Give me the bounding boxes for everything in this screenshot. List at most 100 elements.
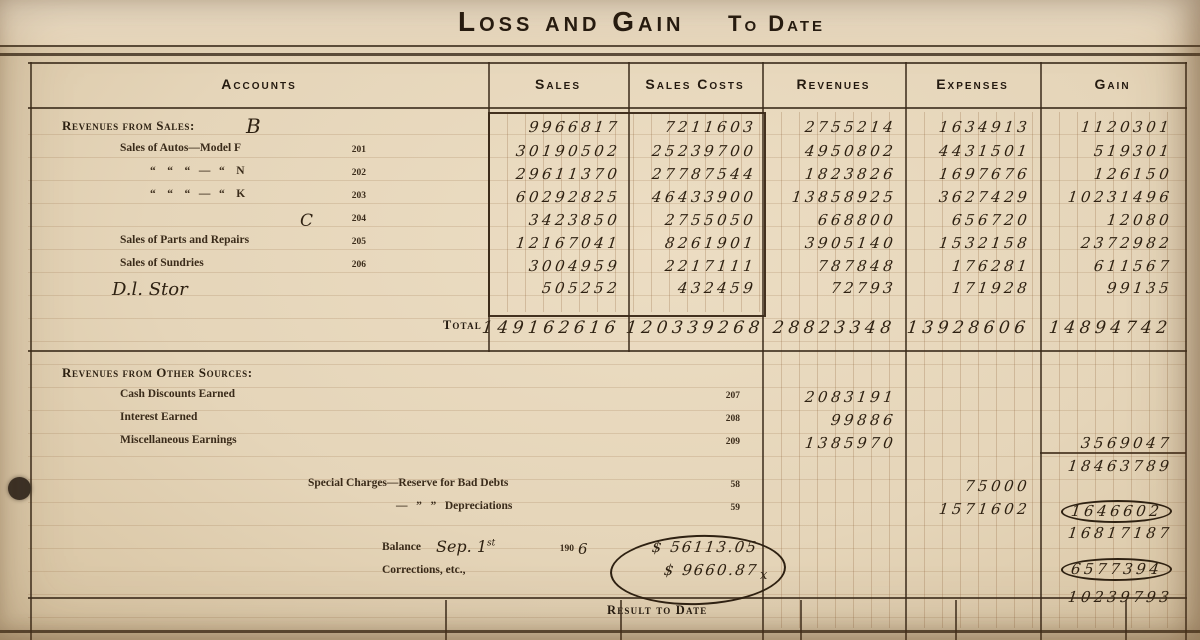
handwritten-value: 2755050 xyxy=(663,211,758,229)
cell-revenues: 28823348 xyxy=(760,318,897,338)
handwritten-value: 1571602 xyxy=(937,500,1032,518)
column-header-expenses: Expenses xyxy=(936,76,1009,92)
page-subtitle: To Date xyxy=(728,11,825,36)
handwritten-value: 1697676 xyxy=(937,165,1032,183)
handwritten-value: 13928606 xyxy=(906,318,1032,338)
cell-expenses: 3627429 xyxy=(902,188,1032,207)
row-label: Miscellaneous Earnings xyxy=(120,434,237,446)
cell-gain: 1120301 xyxy=(1038,118,1174,137)
handwritten-value: 3569047 xyxy=(1079,434,1174,452)
cell-costs: 27787544 xyxy=(626,165,758,184)
handwritten-value: 3423850 xyxy=(527,211,622,229)
handwritten-value: 3905140 xyxy=(803,234,898,252)
handwritten-value: 18463789 xyxy=(1066,457,1174,475)
handwritten-value: 60292825 xyxy=(514,188,622,206)
handwritten-value: 99135 xyxy=(1105,279,1174,297)
cell-revenues: 1385970 xyxy=(760,434,898,453)
cell-expenses: 656720 xyxy=(902,211,1032,230)
handwritten-value: 2083191 xyxy=(803,388,898,406)
ledger-row: Total 149162616 120339268 28823348 13928606 1… xyxy=(0,318,1200,341)
handwritten-value: 126150 xyxy=(1092,165,1174,183)
ledger-row: D.l. Stor 505252 432459 72793 171928 99135 xyxy=(0,279,1200,302)
cell-expenses: 1697676 xyxy=(902,165,1032,184)
row-label: Cash Discounts Earned xyxy=(120,388,236,400)
row-label: Total xyxy=(442,318,482,332)
cell-costs: 2217111 xyxy=(626,257,758,276)
ledger-row: Balance Sep. 1st 190 6 $ 56113.05 xyxy=(0,537,1200,564)
cell-costs: 8261901 xyxy=(626,234,758,253)
row-label: Result to Date xyxy=(607,603,708,617)
handwritten-value: 46433900 xyxy=(650,188,758,206)
cell-revenues: 13858925 xyxy=(760,188,898,207)
ledger-row: Revenues from Other Sources: xyxy=(0,365,1200,388)
handwritten-value: 1823826 xyxy=(803,165,898,183)
cell-gain: 12080 xyxy=(1038,211,1173,230)
ledger-row: Result to Date 10239793 xyxy=(0,588,1200,626)
handwritten-value: 519301 xyxy=(1092,142,1174,160)
handwritten-value: 2217111 xyxy=(663,257,758,275)
ledger-row: 18463789 xyxy=(0,452,1200,480)
handwritten-value: 176281 xyxy=(950,257,1032,275)
cell-sales: 30190502 xyxy=(470,142,622,161)
cell-revenues: 3905140 xyxy=(760,234,898,253)
column-line xyxy=(1185,62,1187,640)
column-line xyxy=(955,600,957,640)
cell-sales: 3423850 xyxy=(470,211,622,230)
account-number: 59 xyxy=(730,503,741,513)
column-line xyxy=(1040,62,1042,640)
column-line xyxy=(762,62,764,640)
ledger-row: C 204 3423850 2755050 668800 656720 12080 xyxy=(0,211,1200,234)
column-header-revenues: Revenues xyxy=(796,76,871,92)
cell-revenues: 2755214 xyxy=(760,118,898,137)
ledger-row: Revenues from Sales: B 9966817 7211603 27552… xyxy=(0,114,1200,141)
row-label: — ” ” Depreciations xyxy=(396,500,513,512)
handwritten-value: 1532158 xyxy=(937,234,1032,252)
account-number: 208 xyxy=(725,414,740,424)
row-label: Revenues from Sales: xyxy=(62,118,195,133)
cell-gain: 1646602 xyxy=(1038,500,1174,523)
horizontal-rule xyxy=(28,107,1187,109)
cell-costs: 46433900 xyxy=(626,188,758,207)
row-label: “ “ “ — “ N xyxy=(150,165,245,177)
handwritten-value: 72793 xyxy=(829,279,898,297)
handwritten-value: 4950802 xyxy=(803,142,898,160)
row-label: Sales of Parts and Repairs xyxy=(120,234,250,246)
account-number: 201 xyxy=(351,145,366,155)
cell-sales: 12167041 xyxy=(470,234,622,253)
column-line xyxy=(905,62,907,640)
column-header-sales-costs: Sales Costs xyxy=(645,76,745,92)
date-superscript: st xyxy=(487,538,496,549)
column-line xyxy=(1125,600,1127,640)
cell-expenses: 1634913 xyxy=(902,118,1032,137)
handwritten-value: 1385970 xyxy=(803,434,898,452)
cell-gain: 10231496 xyxy=(1038,188,1174,207)
handwritten-value: 171928 xyxy=(950,279,1032,297)
cell-expenses: 4431501 xyxy=(902,142,1032,161)
ledger-row: “ “ “ — “ K 203 60292825 46433900 13858925 36… xyxy=(0,188,1200,211)
cell-revenues: 668800 xyxy=(760,211,897,230)
handwritten-value: 9966817 xyxy=(527,118,622,136)
handwritten-value: 2372982 xyxy=(1079,234,1174,252)
punch-hole xyxy=(8,477,31,500)
account-number: 206 xyxy=(351,260,366,270)
ledger-row: Sales of Autos—Model F 201 30190502 2523970… xyxy=(0,142,1200,165)
cell-expenses: 1532158 xyxy=(902,234,1032,253)
column-line xyxy=(445,600,447,640)
cell-expenses: 75000 xyxy=(902,477,1031,496)
handwritten-value: 16817187 xyxy=(1066,524,1174,542)
handwritten-value: 10231496 xyxy=(1066,188,1174,206)
ledger-row: Interest Earned 208 99886 xyxy=(0,411,1200,434)
cell-costs: 2755050 xyxy=(626,211,758,230)
handwritten-value: 1120301 xyxy=(1079,118,1174,136)
cell-gain: 3569047 xyxy=(1038,434,1174,453)
cell-revenues: 4950802 xyxy=(760,142,898,161)
row-label: Balance xyxy=(382,541,421,553)
handwritten-value: 27787544 xyxy=(650,165,758,183)
handwritten-value: 656720 xyxy=(950,211,1032,229)
handwritten-value: 4431501 xyxy=(937,142,1032,160)
handwritten-value: 2755214 xyxy=(803,118,898,136)
ledger-row: “ “ “ — “ N 202 29611370 27787544 1823826 169… xyxy=(0,165,1200,188)
cell-gain: 99135 xyxy=(1038,279,1174,298)
cell-expenses: 171928 xyxy=(902,279,1032,298)
